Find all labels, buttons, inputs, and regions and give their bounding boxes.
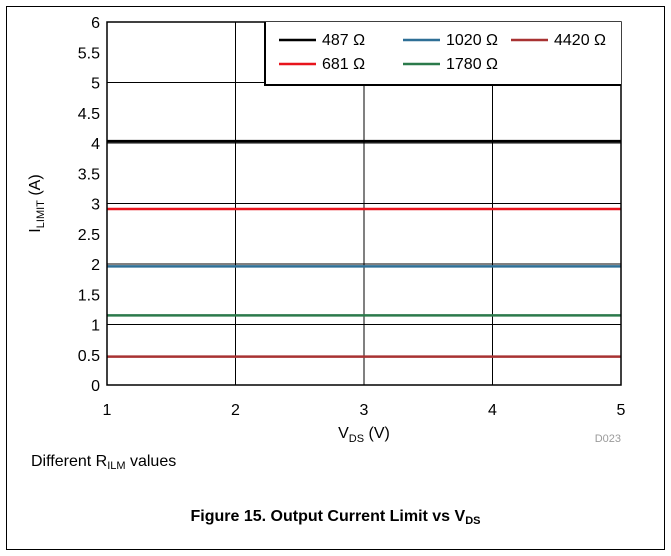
- legend-label: 1780 Ω: [446, 56, 498, 73]
- x-axis-label: VDS (V): [338, 425, 390, 445]
- y-tick-label: 6: [91, 15, 100, 32]
- legend-label: 487 Ω: [322, 32, 365, 49]
- y-tick-label: 0.5: [78, 348, 100, 365]
- y-tick-label: 2: [91, 257, 100, 274]
- y-tick-label: 5: [91, 76, 100, 93]
- figure-caption: Figure 15. Output Current Limit vs VDS: [190, 508, 481, 527]
- legend-border: [264, 22, 621, 86]
- x-tick-labels: 1 2 3 4 5: [103, 402, 626, 419]
- legend-label: 4420 Ω: [554, 32, 606, 49]
- y-tick-label: 3: [91, 197, 100, 214]
- y-tick-label: 5.5: [78, 45, 100, 62]
- y-tick-label: 4: [91, 136, 100, 153]
- x-tick-label: 2: [231, 402, 240, 419]
- chart-note: Different RILM values: [31, 453, 177, 472]
- chart-id-watermark: D023: [595, 433, 621, 445]
- y-tick-label: 1: [91, 318, 100, 335]
- y-tick-label: 4.5: [78, 106, 100, 123]
- y-tick-label: 1.5: [78, 287, 100, 304]
- figure-frame: [6, 6, 665, 550]
- y-axis-label: ILIMIT (A): [27, 174, 47, 232]
- legend-label: 681 Ω: [322, 56, 365, 73]
- x-tick-label: 5: [617, 402, 626, 419]
- y-tick-label: 2.5: [78, 227, 100, 244]
- x-tick-label: 4: [488, 402, 497, 419]
- y-tick-labels: 0 0.5 1 1.5 2 2.5 3 3.5 4 4.5 5 5.5 6: [78, 15, 100, 395]
- y-tick-label: 3.5: [78, 166, 100, 183]
- series-lines: [107, 139, 621, 358]
- y-tick-label: 0: [91, 378, 100, 395]
- legend-label: 1020 Ω: [446, 32, 498, 49]
- legend-background: [265, 22, 621, 85]
- x-tick-label: 1: [103, 402, 112, 419]
- legend: 487 Ω 1020 Ω 4420 Ω 681 Ω 1780 Ω: [264, 22, 621, 86]
- x-tick-label: 3: [360, 402, 369, 419]
